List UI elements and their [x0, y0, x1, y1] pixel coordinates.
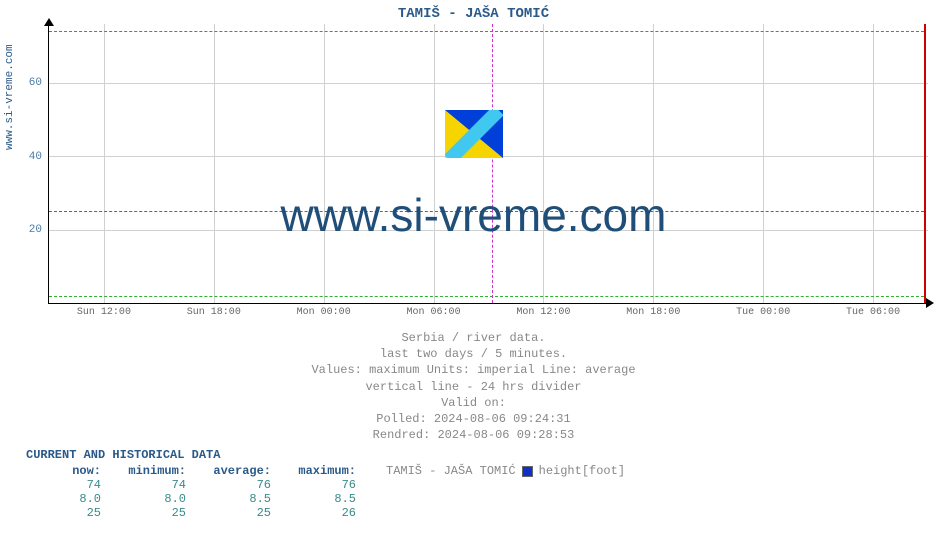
cell: 8.0	[26, 492, 111, 506]
x-tick-label: Mon 18:00	[626, 307, 680, 318]
caption-line: Rendred: 2024-08-06 09:28:53	[0, 427, 947, 443]
table-header-row: now: minimum: average: maximum: TAMIŠ - …	[26, 464, 625, 478]
y-tick-label: 20	[12, 224, 42, 236]
cell: 26	[281, 506, 366, 520]
gridline-v	[653, 24, 654, 303]
gridline-v	[434, 24, 435, 303]
divider-24h	[492, 24, 493, 303]
cell: 76	[196, 478, 281, 492]
gridline-v	[104, 24, 105, 303]
gridline-v	[324, 24, 325, 303]
col-header: minimum:	[111, 464, 196, 478]
caption-line: vertical line - 24 hrs divider	[0, 379, 947, 395]
cell: 8.0	[111, 492, 196, 506]
cell: 76	[281, 478, 366, 492]
series-line	[49, 296, 924, 297]
y-tick-label: 40	[12, 151, 42, 163]
legend-unit-label: height[foot]	[539, 464, 625, 478]
chart-caption: Serbia / river data. last two days / 5 m…	[0, 330, 947, 443]
cell: 8.5	[196, 492, 281, 506]
y-tick-label: 60	[12, 77, 42, 89]
chart-title: TAMIŠ - JAŠA TOMIĆ	[0, 6, 947, 22]
legend-series-label: TAMIŠ - JAŠA TOMIĆ	[386, 464, 516, 478]
gridline-v	[543, 24, 544, 303]
caption-line: Serbia / river data.	[0, 330, 947, 346]
gridline-v	[873, 24, 874, 303]
x-tick-label: Tue 06:00	[846, 307, 900, 318]
series-line	[49, 211, 924, 212]
caption-line: Polled: 2024-08-06 09:24:31	[0, 411, 947, 427]
caption-line: last two days / 5 minutes.	[0, 346, 947, 362]
caption-line: Valid on:	[0, 395, 947, 411]
y-axis-arrow-icon	[44, 18, 54, 26]
plot-area: Sun 12:00Sun 18:00Mon 00:00Mon 06:00Mon …	[48, 24, 928, 304]
table-title: CURRENT AND HISTORICAL DATA	[26, 448, 625, 462]
x-tick-label: Mon 00:00	[297, 307, 351, 318]
gridline-v	[214, 24, 215, 303]
gridline-v	[763, 24, 764, 303]
x-axis-arrow-icon	[926, 298, 934, 308]
x-tick-label: Sun 12:00	[77, 307, 131, 318]
x-tick-label: Mon 06:00	[407, 307, 461, 318]
legend-swatch-icon	[522, 466, 533, 477]
x-tick-label: Tue 00:00	[736, 307, 790, 318]
cell: 74	[111, 478, 196, 492]
cell: 74	[26, 478, 111, 492]
col-header: now:	[26, 464, 111, 478]
cell: 8.5	[281, 492, 366, 506]
gridline-h	[49, 83, 928, 84]
chart-container: www.si-vreme.com TAMIŠ - JAŠA TOMIĆ Sun …	[0, 0, 947, 536]
cell: 25	[26, 506, 111, 520]
col-header: average:	[196, 464, 281, 478]
side-watermark-label: www.si-vreme.com	[4, 44, 16, 150]
data-table: CURRENT AND HISTORICAL DATA now: minimum…	[26, 448, 625, 520]
x-tick-label: Sun 18:00	[187, 307, 241, 318]
cell: 25	[196, 506, 281, 520]
x-tick-label: Mon 12:00	[516, 307, 570, 318]
table-row: 25 25 25 26	[26, 506, 625, 520]
series-line	[49, 31, 924, 32]
table-row: 74 74 76 76	[26, 478, 625, 492]
caption-line: Values: maximum Units: imperial Line: av…	[0, 362, 947, 378]
legend: TAMIŠ - JAŠA TOMIĆ height[foot]	[386, 464, 625, 478]
table-row: 8.0 8.0 8.5 8.5	[26, 492, 625, 506]
gridline-h	[49, 156, 928, 157]
col-header: maximum:	[281, 464, 366, 478]
cell: 25	[111, 506, 196, 520]
gridline-h	[49, 230, 928, 231]
now-marker	[924, 24, 926, 303]
